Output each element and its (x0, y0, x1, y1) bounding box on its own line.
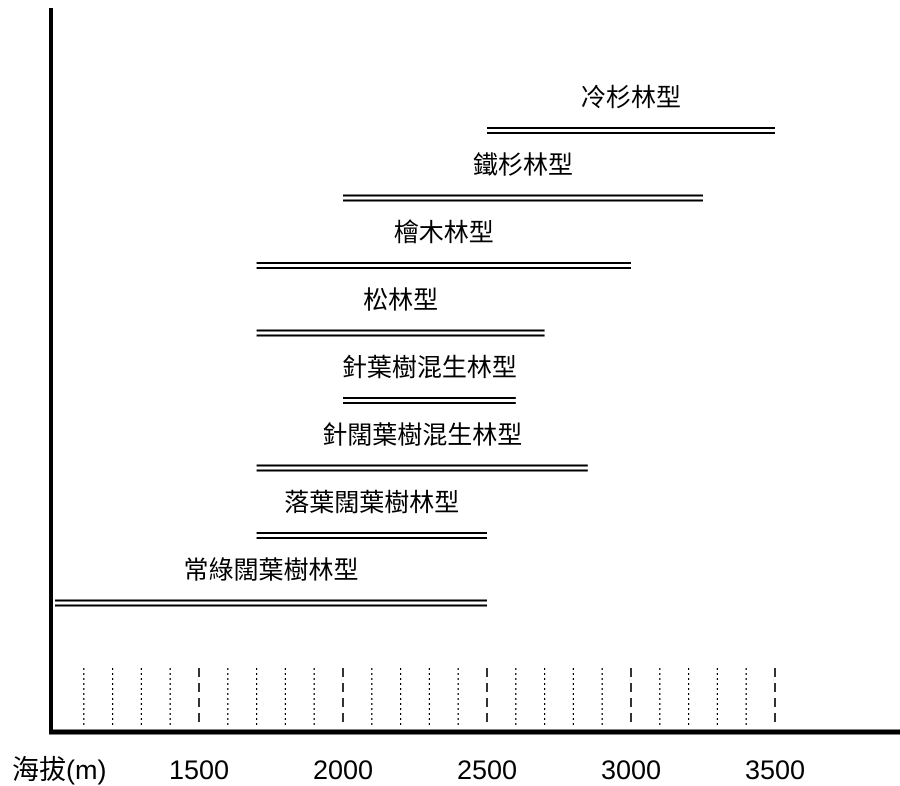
range-bar-label: 松林型 (363, 286, 438, 315)
range-bar-label: 檜木林型 (394, 218, 494, 247)
x-tick-label: 1500 (169, 755, 229, 785)
x-tick-label: 3500 (745, 755, 805, 785)
range-bar-label: 落葉闊葉樹林型 (284, 488, 459, 517)
range-bar-label: 針闊葉樹混生林型 (322, 421, 522, 450)
grid-layer (83, 668, 776, 728)
x-tick-label: 2500 (457, 755, 517, 785)
bars-layer: 冷杉林型鐵杉林型檜木林型松林型針葉樹混生林型針闊葉樹混生林型落葉闊葉樹林型常綠闊… (55, 83, 775, 607)
range-bar-label: 冷杉林型 (581, 83, 681, 112)
x-tick-label: 2000 (313, 755, 373, 785)
range-bar-label: 針葉樹混生林型 (342, 353, 517, 382)
range-bar-label: 常綠闊葉樹林型 (183, 556, 358, 585)
x-tick-label: 3000 (601, 755, 661, 785)
x-axis-label: 海拔(m) (12, 755, 106, 785)
range-bar-label: 鐵杉林型 (473, 151, 573, 180)
ticks-layer: 1500 2000 2500 3000 3500 (169, 755, 805, 785)
